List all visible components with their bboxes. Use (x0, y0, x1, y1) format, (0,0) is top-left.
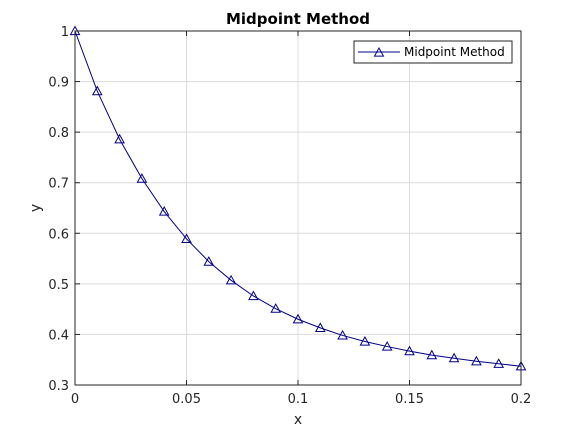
legend-entry-label: Midpoint Method (404, 45, 505, 59)
data-point-19 (493, 358, 505, 368)
data-point-11 (314, 322, 326, 332)
data-point-4 (158, 206, 170, 216)
data-point-16 (426, 349, 438, 360)
data-point-14 (381, 341, 393, 351)
y-tick-label: 0.7 (48, 177, 69, 192)
y-tick-label: 0.4 (48, 328, 69, 343)
x-tick-label: 0.2 (511, 392, 532, 407)
data-point-2 (114, 133, 125, 144)
x-tick-label: 0.1 (288, 392, 309, 407)
data-point-6 (203, 256, 215, 266)
data-point-5 (181, 233, 192, 243)
x-tick-label: 0 (71, 392, 79, 407)
data-point-9 (270, 303, 282, 313)
data-point-18 (471, 355, 482, 366)
data-point-8 (248, 290, 259, 301)
data-point-12 (337, 329, 348, 340)
data-point-7 (225, 274, 237, 285)
x-tick-label: 0.15 (395, 392, 424, 407)
legend-box (353, 40, 513, 64)
data-point-17 (448, 352, 460, 363)
y-tick-label: 0.6 (48, 227, 69, 242)
y-tick-label: 0.5 (48, 278, 69, 293)
x-tick-label: 0.05 (172, 392, 201, 407)
data-point-3 (136, 173, 148, 183)
legend-triangle-marker-icon (373, 46, 385, 57)
y-tick-label: 1 (61, 25, 69, 40)
y-tick-label: 0.8 (48, 126, 69, 141)
x-axis-label: x (294, 412, 302, 428)
legend: Midpoint Method (353, 40, 513, 64)
grid-lines (75, 31, 521, 385)
y-tick-label: 0.3 (48, 379, 69, 394)
data-point-10 (292, 313, 304, 324)
chart-title: Midpoint Method (226, 10, 370, 28)
series-layer (69, 25, 527, 371)
series-line (74, 30, 522, 367)
ticks: 0 0.05 0.1 0.15 0.2 0.3 0.4 0.5 0.6 0.7 0.8 0.9 1 (48, 25, 531, 407)
data-point-13 (359, 335, 371, 346)
y-axis-label: y (28, 204, 44, 212)
y-tick-label: 0.9 (48, 76, 69, 91)
data-point-1 (91, 85, 103, 96)
data-point-15 (404, 345, 415, 356)
